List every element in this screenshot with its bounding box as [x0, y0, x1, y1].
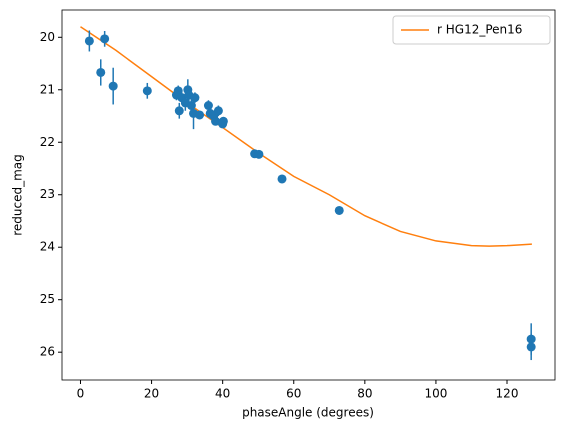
point [526, 342, 536, 352]
legend-label: r HG12_Pen16 [437, 23, 522, 37]
point [334, 205, 344, 215]
x-tick-label: 80 [357, 387, 372, 401]
plot-frame [61, 9, 556, 381]
legend-box [392, 15, 551, 45]
point [84, 36, 94, 46]
y-tick-label: 24 [40, 240, 55, 254]
y-axis-label: reduced_mag [11, 154, 25, 236]
y-tick-label: 20 [40, 30, 55, 44]
x-tick-label: 60 [286, 387, 301, 401]
point [108, 81, 118, 91]
point [96, 67, 106, 77]
line [80, 26, 532, 247]
point [277, 174, 287, 184]
x-axis-label: phaseAngle (degrees) [242, 406, 374, 420]
point [100, 34, 110, 44]
y-tick-label: 23 [40, 187, 55, 201]
point [190, 93, 200, 103]
point [254, 149, 264, 159]
x-tick-label: 0 [77, 387, 85, 401]
point [213, 106, 223, 116]
point [203, 101, 213, 111]
point [142, 86, 152, 96]
y-tick-label: 26 [40, 345, 55, 359]
x-tick-label: 120 [496, 387, 519, 401]
point [211, 116, 221, 126]
y-tick-label: 21 [40, 82, 55, 96]
point [218, 116, 228, 126]
point [174, 106, 184, 116]
x-tick-label: 100 [424, 387, 447, 401]
y-tick-label: 25 [40, 292, 55, 306]
y-tick-label: 22 [40, 135, 55, 149]
point [173, 86, 183, 96]
x-tick-label: 40 [215, 387, 230, 401]
x-tick-label: 20 [144, 387, 159, 401]
point [195, 110, 205, 120]
